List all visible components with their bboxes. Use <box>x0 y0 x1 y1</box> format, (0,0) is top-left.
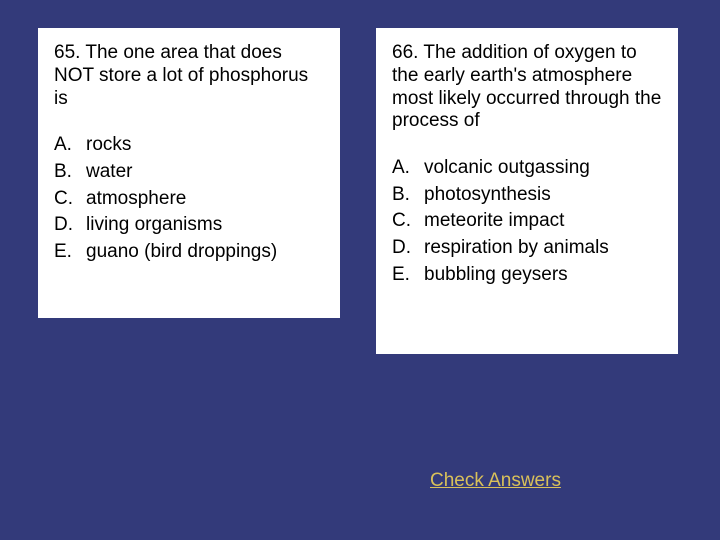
option-letter: D. <box>54 212 86 239</box>
question-card-65: 65. The one area that does NOT store a l… <box>38 28 340 318</box>
option-65-b: B. water <box>54 159 324 186</box>
option-text: respiration by animals <box>424 235 609 262</box>
option-text: atmosphere <box>86 186 186 213</box>
option-65-e: E. guano (bird droppings) <box>54 239 324 266</box>
option-letter: C. <box>392 208 424 235</box>
options-list-65: A. rocks B. water C. atmosphere D. livin… <box>54 132 324 265</box>
option-65-a: A. rocks <box>54 132 324 159</box>
question-text-65: 65. The one area that does NOT store a l… <box>54 42 324 110</box>
option-text: water <box>86 159 132 186</box>
option-text: living organisms <box>86 212 222 239</box>
option-text: volcanic outgassing <box>424 155 590 182</box>
option-66-d: D. respiration by animals <box>392 235 662 262</box>
option-66-c: C. meteorite impact <box>392 208 662 235</box>
option-66-e: E. bubbling geysers <box>392 262 662 289</box>
option-text: meteorite impact <box>424 208 564 235</box>
option-letter: E. <box>392 262 424 289</box>
option-letter: E. <box>54 239 86 266</box>
option-65-c: C. atmosphere <box>54 186 324 213</box>
option-text: bubbling geysers <box>424 262 568 289</box>
option-66-a: A. volcanic outgassing <box>392 155 662 182</box>
option-text: rocks <box>86 132 131 159</box>
check-answers-link[interactable]: Check Answers <box>430 470 561 492</box>
option-text: guano (bird droppings) <box>86 239 277 266</box>
options-list-66: A. volcanic outgassing B. photosynthesis… <box>392 155 662 288</box>
option-letter: B. <box>392 182 424 209</box>
question-text-66: 66. The addition of oxygen to the early … <box>392 42 662 133</box>
option-letter: D. <box>392 235 424 262</box>
question-card-66: 66. The addition of oxygen to the early … <box>376 28 678 354</box>
option-letter: B. <box>54 159 86 186</box>
option-65-d: D. living organisms <box>54 212 324 239</box>
option-66-b: B. photosynthesis <box>392 182 662 209</box>
option-letter: A. <box>54 132 86 159</box>
option-text: photosynthesis <box>424 182 551 209</box>
option-letter: A. <box>392 155 424 182</box>
option-letter: C. <box>54 186 86 213</box>
